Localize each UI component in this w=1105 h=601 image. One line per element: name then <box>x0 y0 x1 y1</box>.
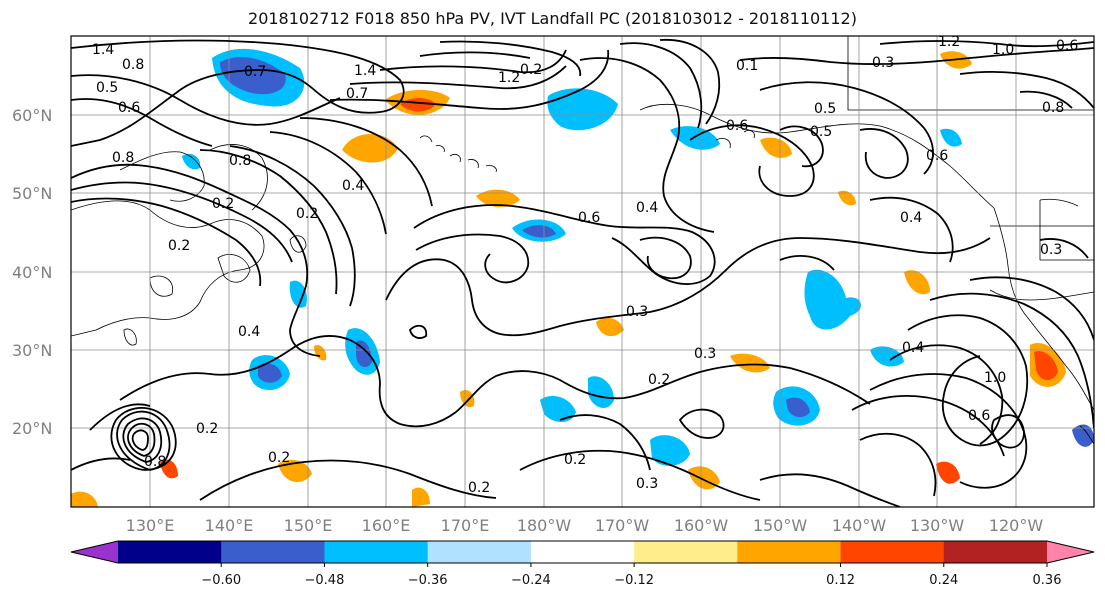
contour-label: 0.2 <box>520 62 542 78</box>
colorbar-swatch <box>118 541 222 563</box>
lat-label: 50°N <box>12 184 52 203</box>
lon-label: 170°E <box>441 516 490 535</box>
contour-label: 1.4 <box>354 63 376 79</box>
contour-label: 0.3 <box>636 476 658 492</box>
colorbar-tick-label: −0.12 <box>614 573 654 588</box>
colorbar-swatch <box>840 541 945 563</box>
colorbar-tick-label: 0.24 <box>929 573 958 588</box>
lat-label: 20°N <box>12 419 52 438</box>
contour-label: 0.5 <box>96 80 118 96</box>
contour-label: 0.8 <box>1042 100 1064 116</box>
colorbar-tick-label: −0.48 <box>305 573 345 588</box>
contour-label: 0.2 <box>168 238 190 254</box>
contour-label: 0.4 <box>636 200 658 216</box>
contour-label: 0.7 <box>244 64 266 80</box>
contour-label: 1.2 <box>498 70 520 86</box>
contour-label: 1.0 <box>984 370 1006 386</box>
colorbar-swatch <box>634 541 738 563</box>
contour-label: 0.6 <box>578 210 600 226</box>
lon-label: 130°W <box>910 516 965 535</box>
lat-label: 40°N <box>12 263 52 282</box>
contour-label: 0.5 <box>814 101 836 117</box>
contour-label: 0.2 <box>196 421 218 437</box>
latitude-labels: 60°N 50°N 40°N 30°N 20°N <box>12 106 52 438</box>
contour-label: 0.8 <box>144 454 166 470</box>
lat-label: 30°N <box>12 341 52 360</box>
contour-label: 0.8 <box>229 153 251 169</box>
map-title: 2018102712 F018 850 hPa PV, IVT Landfall… <box>248 9 857 28</box>
colorbar-outline <box>70 540 1095 564</box>
contour-label: 0.2 <box>268 450 290 466</box>
lon-label: 130°E <box>126 516 175 535</box>
longitude-labels: 130°E 140°E 150°E 160°E 170°E 180°W 170°… <box>126 516 1044 535</box>
map-frame <box>70 35 1095 508</box>
colorbar-swatch <box>324 541 429 563</box>
contour-label: 0.7 <box>346 86 368 102</box>
colorbar-tick-label: 0.36 <box>1033 573 1062 588</box>
colorbar-swatches <box>71 541 1094 563</box>
contour-label: 0.4 <box>238 324 260 340</box>
contour-label: 0.6 <box>1056 38 1078 54</box>
contour-label: 0.6 <box>118 100 140 116</box>
contour-label: 0.4 <box>900 210 922 226</box>
lon-label: 170°W <box>595 516 650 535</box>
colorbar-swatch <box>737 541 842 563</box>
contour-label: 0.6 <box>726 118 748 134</box>
contour-label: 1.4 <box>92 42 114 58</box>
contour-label: 0.3 <box>626 304 648 320</box>
colorbar-ticks: −0.60−0.48−0.36−0.24−0.120.120.240.360.4… <box>201 563 1062 588</box>
lon-label: 160°W <box>674 516 729 535</box>
contour-label: 0.2 <box>296 206 318 222</box>
lon-label: 160°E <box>362 516 411 535</box>
contour-label: 0.4 <box>902 340 924 356</box>
colorbar-tick-label: −0.24 <box>511 573 551 588</box>
coastlines <box>71 36 1094 445</box>
lon-label: 180°W <box>517 516 572 535</box>
colorbar-extend-max <box>1047 541 1094 563</box>
colorbar-swatch <box>943 541 1048 563</box>
colorbar-swatch <box>221 541 325 563</box>
contour-label: 0.1 <box>736 58 758 74</box>
contour-label: 1.0 <box>992 42 1014 58</box>
contour-label: 0.3 <box>1040 242 1062 258</box>
contour-label: 0.8 <box>112 150 134 166</box>
contour-label: 0.2 <box>648 372 670 388</box>
lon-label: 120°W <box>989 516 1044 535</box>
lon-label: 150°E <box>284 516 333 535</box>
contour-label: 0.6 <box>926 148 948 164</box>
contour-label: 0.3 <box>872 55 894 71</box>
contour-label: 1.2 <box>938 34 960 50</box>
colorbar-tick-label: −0.60 <box>201 573 241 588</box>
contour-label: 0.8 <box>122 57 144 73</box>
colorbar-swatch <box>530 541 635 563</box>
lon-label: 140°W <box>832 516 887 535</box>
lon-label: 140°E <box>205 516 254 535</box>
contour-label: 0.3 <box>694 346 716 362</box>
contour-label: 0.6 <box>968 408 990 424</box>
colorbar-extend-min <box>71 541 118 563</box>
graticule <box>71 36 1094 507</box>
map-panel: 1.4 0.8 0.5 0.6 0.7 1.4 1.2 0.7 0.8 0.2 … <box>71 34 1094 507</box>
contour-label: 0.4 <box>342 178 364 194</box>
contour-label: 0.2 <box>564 452 586 468</box>
colorbar-swatch <box>427 541 532 563</box>
contour-label: 0.5 <box>810 124 832 140</box>
lat-label: 60°N <box>12 106 52 125</box>
colorbar: −0.60−0.48−0.36−0.24−0.120.120.240.360.4… <box>70 540 1095 588</box>
pv-shading <box>71 48 1094 507</box>
contour-labels: 1.4 0.8 0.5 0.6 0.7 1.4 1.2 0.7 0.8 0.2 … <box>92 34 1078 496</box>
contour-label: 0.2 <box>468 480 490 496</box>
lon-label: 150°W <box>753 516 808 535</box>
colorbar-tick-label: 0.12 <box>826 573 855 588</box>
contour-label: 0.2 <box>212 196 234 212</box>
colorbar-tick-label: −0.36 <box>408 573 448 588</box>
pv-contours <box>71 39 1094 507</box>
